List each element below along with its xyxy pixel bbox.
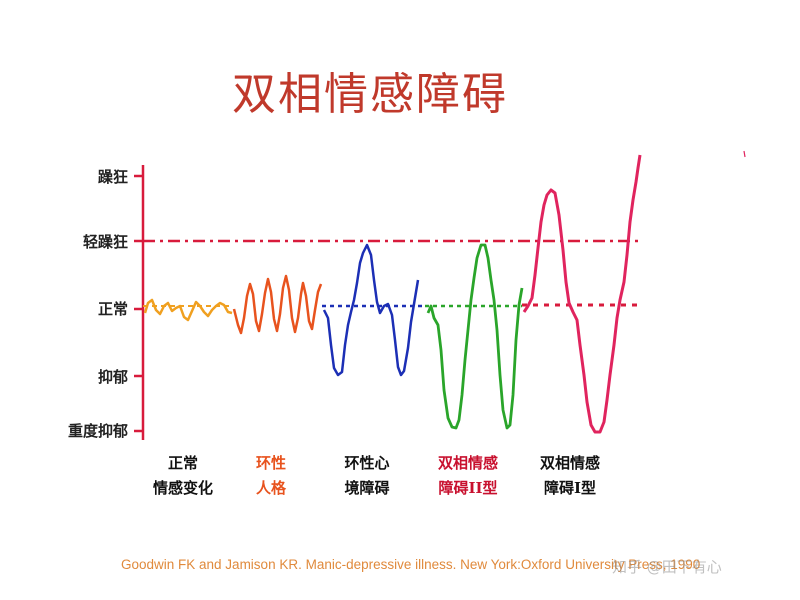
category-bipolar-i-line1: 双相情感 xyxy=(539,454,600,472)
category-cyclothymic-disorder: 环性心 境障碍 xyxy=(312,451,422,501)
stray-mark xyxy=(743,150,746,158)
page-title: 双相情感障碍 xyxy=(232,69,508,120)
bipolar-ii-curve xyxy=(426,243,524,430)
category-normal: 正常 情感变化 xyxy=(128,451,238,501)
watermark: 知乎 @田下有心 xyxy=(612,558,722,576)
category-cyclothymic-personality-line1: 环性 xyxy=(255,454,286,472)
category-cyclothymic-personality: 环性 人格 xyxy=(216,451,326,501)
category-cyclothymic-disorder-line1: 环性心 xyxy=(344,454,390,472)
y-label-depression: 抑郁 xyxy=(97,368,128,386)
y-label-major-depression: 重度抑郁 xyxy=(67,422,128,440)
cyclothymic-disorder-curve xyxy=(322,243,420,377)
category-bipolar-ii-line1: 双相情感 xyxy=(437,454,498,472)
category-bipolar-i-line2: 障碍I型 xyxy=(543,479,597,497)
category-bipolar-ii-line2: 障碍II型 xyxy=(438,479,498,497)
y-label-mania: 躁狂 xyxy=(97,168,128,186)
y-label-normal: 正常 xyxy=(97,300,128,318)
normal-variation-curve xyxy=(143,298,233,322)
category-bipolar-i: 双相情感 障碍I型 xyxy=(515,451,625,501)
citation: Goodwin FK and Jamison KR. Manic-depress… xyxy=(121,557,701,572)
cyclothymic-personality-curve xyxy=(232,274,323,335)
bipolar-i-curve xyxy=(522,154,642,434)
category-cyclothymic-personality-line2: 人格 xyxy=(255,479,286,497)
category-bipolar-ii: 双相情感 障碍II型 xyxy=(413,451,523,501)
category-normal-line2: 情感变化 xyxy=(152,479,213,497)
y-label-hypomania: 轻躁狂 xyxy=(82,233,128,251)
category-cyclothymic-disorder-line2: 境障碍 xyxy=(344,479,390,497)
category-normal-line1: 正常 xyxy=(167,454,198,472)
